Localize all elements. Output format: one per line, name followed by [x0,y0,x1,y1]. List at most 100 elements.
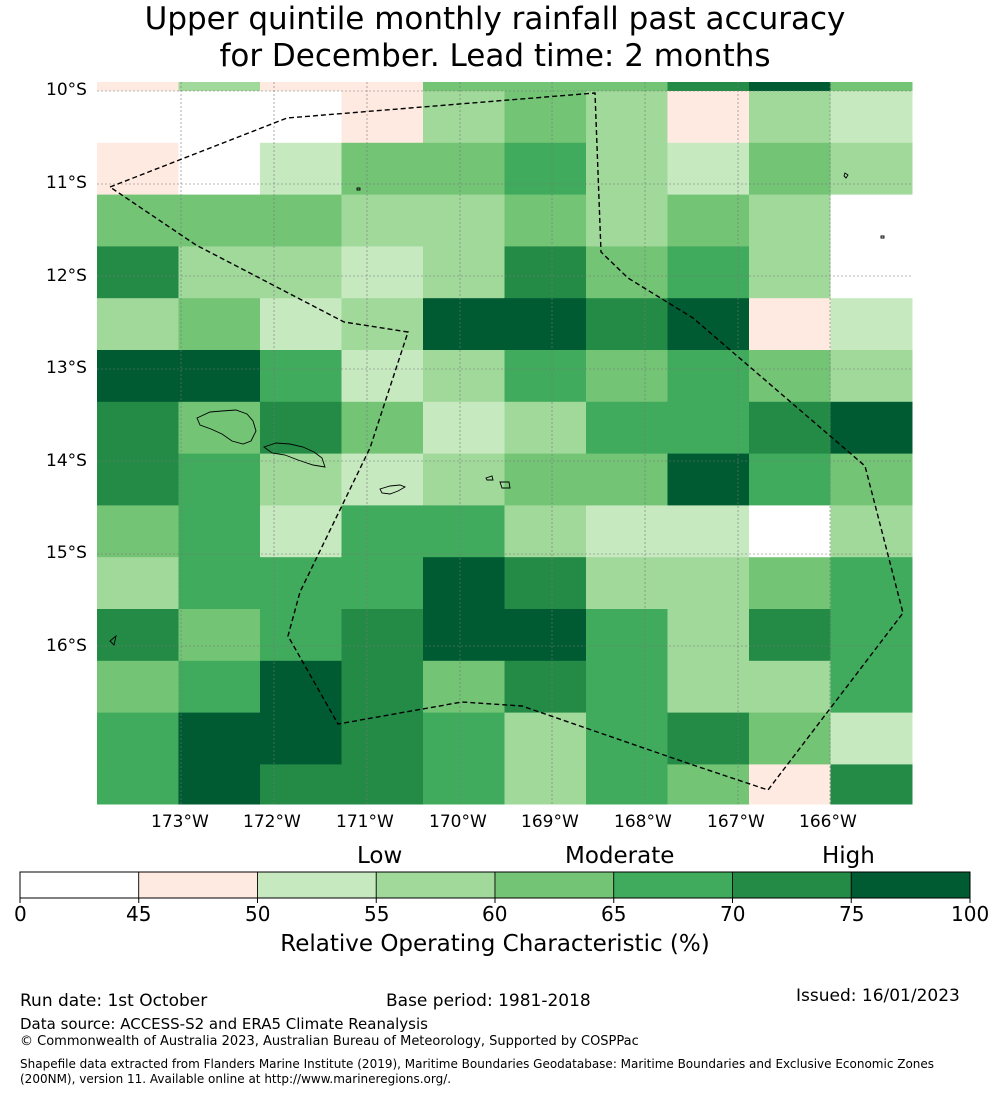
colorbar-swatch [375,871,496,899]
grid-cell [423,350,505,403]
grid-cell [830,401,913,455]
tick-label-100: 100 [951,902,990,926]
grid-cell [504,194,587,247]
grid-cell [586,350,668,403]
grid-cell [341,82,424,92]
grid-cell [423,764,505,805]
grid-cell [667,350,750,403]
roc-map [97,82,913,805]
lat-label-14s: 14°S [46,451,87,471]
grid-cell [97,194,179,247]
lat-label-11s: 11°S [46,173,87,193]
grid-cell [749,401,831,455]
grid-cell [749,453,831,506]
data-source: Data source: ACCESS-S2 and ERA5 Climate … [20,1015,428,1033]
grid-cell [667,505,750,558]
grid-cell [504,557,587,610]
grid-cell [178,82,261,92]
grid-cell [830,712,913,765]
grid-cell [749,764,831,805]
grid-cell [341,91,424,144]
grid-cell [830,557,913,610]
grid-cell [341,194,424,247]
grid-cell [97,142,179,196]
grid-cell [586,764,668,805]
grid-cell [504,246,587,299]
grid-cell [423,505,505,558]
grid-cell [504,82,587,92]
colorbar-title: Relative Operating Characteristic (%) [280,931,710,957]
grid-cell [667,401,750,455]
lon-label-166w: 166°W [799,812,857,832]
grid-cell [178,505,261,558]
grid-cell [667,246,750,299]
grid-cell [423,194,505,247]
grid-cell [178,91,261,144]
lon-label-170w: 170°W [429,812,487,832]
grid-cell [504,142,587,196]
tick-label-0: 0 [14,902,27,926]
rose-island [880,235,885,239]
tick-label-50: 50 [245,902,271,926]
grid-cell [586,453,668,506]
grid-cell [667,194,750,247]
colorbar-swatch [19,871,140,899]
eez-boundary [109,92,904,791]
grid-cell [97,609,179,662]
grid-cell [260,194,342,247]
grid-cell [504,609,587,662]
grid-cell [667,91,750,144]
grid-cell [749,298,831,351]
grid-cell [341,246,424,299]
grid-cell [97,246,179,299]
grid-cell [341,142,424,196]
grid-cell [423,401,505,455]
grid-cell [178,764,261,805]
grid-cell [586,557,668,610]
grid-cell [260,298,342,351]
grid-cell [423,142,505,196]
grid-cell [341,505,424,558]
grid-cell [178,557,261,610]
shapefile-credit-line-1: Shapefile data extracted from Flanders M… [20,1057,935,1071]
colorbar-swatch [732,871,852,899]
upolu-island [263,442,326,468]
grid-cell [749,246,831,299]
grid-cell [749,609,831,662]
grid-cell [586,609,668,662]
grid-cell [830,194,913,247]
grid-cell [586,505,668,558]
grid-cell [749,557,831,610]
grid-cell [260,660,342,714]
colorbar-swatch [850,871,971,899]
grid-cell [423,609,505,662]
grid-cell [341,660,424,714]
southwest-islet [109,634,117,646]
grid-cell [178,350,261,403]
colorbar-ticks [19,898,971,903]
grid-cell [586,660,668,714]
grid-cells [97,82,913,805]
graticule-lines [97,82,912,804]
grid-cell [749,91,831,144]
grid-cell [97,82,179,92]
grid-cell [97,505,179,558]
category-moderate: Moderate [565,843,675,869]
grid-cell [97,557,179,610]
grid-cell [341,350,424,403]
grid-cell [830,505,913,558]
grid-cell [341,609,424,662]
run-date: Run date: 1st October [20,991,208,1011]
grid-cell [749,194,831,247]
colorbar [19,871,971,903]
grid-cell [667,298,750,351]
grid-cell [749,350,831,403]
grid-cell [97,453,179,506]
grid-cell [178,194,261,247]
colorbar-swatch [138,871,258,899]
shapefile-credit-line-2: (200NM), version 11. Available online at… [20,1072,452,1086]
grid-cell [504,712,587,765]
grid-cell [97,298,179,351]
grid-cell [586,142,668,196]
grid-cell [830,91,913,144]
